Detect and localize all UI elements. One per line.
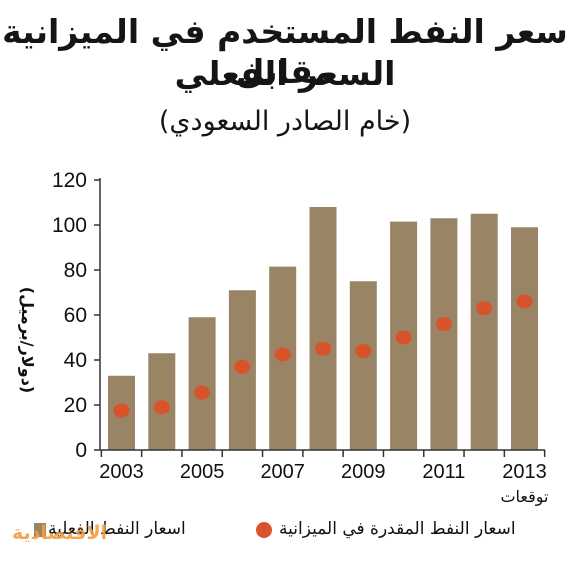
dot-series <box>113 294 533 418</box>
bar-2013 <box>511 227 538 450</box>
y-tick-label-0: 0 <box>75 439 87 462</box>
legend-label-estimated: اسعار النفط المقدرة في الميزانية <box>279 519 516 539</box>
dot-2003 <box>113 403 130 418</box>
legend-marker-estimated <box>256 522 272 538</box>
bar-2011 <box>430 218 458 450</box>
x-tick-label-2003: 2003 <box>99 461 144 483</box>
y-axis-label: (دولار/برميل) <box>18 287 37 393</box>
x-tick-label-2013: 2013 <box>502 461 547 483</box>
axis-labels: 0 20 40 60 80 100 120 2003 2005 2007 2009 2011 2013 ت… <box>18 169 549 507</box>
dot-2009 <box>355 344 372 358</box>
y-tick-label-60: 60 <box>64 304 87 327</box>
bar-2008 <box>309 207 337 450</box>
bar-series <box>108 207 538 450</box>
bar-2012 <box>470 213 498 450</box>
x-tick-label-2005: 2005 <box>180 461 225 483</box>
legend-markers <box>34 522 272 538</box>
forecast-label: توقعات <box>500 487 548 507</box>
y-tick-label-20: 20 <box>64 394 87 417</box>
publisher-logo: الاقتصادية <box>12 522 108 544</box>
bar-2005 <box>188 317 216 450</box>
x-tick-label-2009: 2009 <box>341 461 386 483</box>
dot-2005 <box>194 385 211 400</box>
bar-2009 <box>349 281 377 450</box>
legend-marker-actual <box>34 523 46 537</box>
dot-2006 <box>234 359 251 374</box>
y-tick-label-40: 40 <box>64 349 87 372</box>
dot-2010 <box>395 330 412 345</box>
x-tick-label-2011: 2011 <box>422 461 465 483</box>
chart-title-line2: السعر الفعلي <box>174 54 396 93</box>
dot-2011 <box>435 317 452 331</box>
dot-2007 <box>274 347 291 362</box>
y-tick-label-100: 100 <box>52 214 87 237</box>
chart-title-line1: سعر النفط المستخدم في الميزانية مقابل <box>2 12 568 91</box>
y-tick-label-80: 80 <box>64 259 87 282</box>
dot-2012 <box>476 301 493 316</box>
y-tick-label-120: 120 <box>52 169 87 192</box>
legend-label-actual: اسعار النفط الفعلية <box>48 519 186 539</box>
dot-2008 <box>315 341 331 356</box>
dot-2004 <box>153 400 170 415</box>
x-tick-label-2007: 2007 <box>260 461 305 483</box>
axes <box>94 178 546 457</box>
dot-2013 <box>516 294 533 309</box>
chart-subtitle: (خام الصادر السعودي) <box>158 106 412 137</box>
